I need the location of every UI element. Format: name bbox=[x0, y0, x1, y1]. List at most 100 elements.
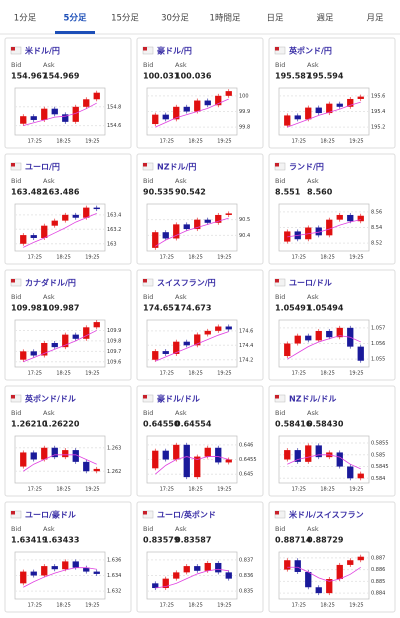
pair-title[interactable]: 米ドル/スイスフラン bbox=[288, 510, 364, 520]
tab[interactable]: 1分足 bbox=[14, 14, 37, 24]
pair-title[interactable]: スイスフラン/円 bbox=[157, 279, 216, 288]
x-tick-label: 18:25 bbox=[188, 139, 202, 145]
y-tick-label: 163 bbox=[107, 241, 117, 247]
x-tick-label: 19:25 bbox=[85, 603, 99, 609]
candle bbox=[152, 450, 159, 469]
moving-average bbox=[155, 568, 229, 589]
x-tick-label: 19:25 bbox=[85, 255, 99, 261]
pair-title[interactable]: 米ドル/円 bbox=[24, 46, 60, 56]
tab[interactable]: 月足 bbox=[366, 14, 384, 24]
x-tick-label: 17:25 bbox=[292, 139, 306, 145]
candle bbox=[294, 335, 301, 344]
tab[interactable]: 1時間足 bbox=[210, 14, 241, 24]
tab[interactable]: 30分足 bbox=[161, 14, 189, 24]
bid-value: 174.657 bbox=[143, 304, 179, 313]
moving-average bbox=[155, 217, 229, 247]
bid-value: 0.64550 bbox=[143, 420, 180, 429]
candle bbox=[51, 108, 58, 115]
pair-title[interactable]: 英ポンド/ドル bbox=[24, 394, 76, 404]
candle bbox=[215, 95, 222, 106]
x-tick-label: 19:25 bbox=[349, 487, 363, 493]
candle bbox=[215, 447, 222, 463]
chart-frame bbox=[278, 551, 370, 600]
candle bbox=[315, 227, 322, 236]
candle bbox=[20, 452, 27, 467]
pair-title[interactable]: ユーロ/円 bbox=[25, 163, 60, 172]
x-tick-label: 17:25 bbox=[292, 603, 306, 609]
ask-value: 0.88729 bbox=[307, 536, 344, 545]
bid-label: Bid bbox=[11, 525, 21, 533]
ask-label: Ask bbox=[307, 177, 319, 185]
candle bbox=[93, 322, 100, 328]
x-tick-label: 18:25 bbox=[56, 139, 70, 145]
x-tick-label: 18:25 bbox=[56, 487, 70, 493]
pair-title[interactable]: ユーロ/豪ドル bbox=[25, 510, 76, 520]
x-tick-label: 19:25 bbox=[349, 139, 363, 145]
bid-value: 1.26210 bbox=[11, 420, 48, 429]
moving-average bbox=[23, 102, 97, 126]
candle bbox=[336, 564, 343, 580]
bid-label: Bid bbox=[143, 177, 153, 185]
ask-label: Ask bbox=[307, 525, 319, 533]
flag-mark bbox=[275, 47, 279, 51]
x-tick-label: 17:25 bbox=[292, 487, 306, 493]
candle bbox=[41, 225, 48, 238]
candle bbox=[336, 103, 343, 107]
pair-title[interactable]: ランド/円 bbox=[289, 163, 324, 172]
x-tick-label: 19:25 bbox=[85, 139, 99, 145]
tab[interactable]: 5分足 bbox=[64, 13, 87, 24]
candle bbox=[41, 108, 48, 120]
moving-average bbox=[154, 456, 229, 475]
candle bbox=[162, 578, 169, 589]
candle bbox=[30, 235, 37, 238]
pair-title[interactable]: 豪ドル/円 bbox=[157, 46, 192, 56]
ask-value: 109.987 bbox=[43, 304, 79, 313]
ask-label: Ask bbox=[43, 61, 55, 69]
candle bbox=[357, 215, 364, 222]
y-tick-label: 0.885 bbox=[371, 579, 385, 585]
candle bbox=[72, 106, 79, 122]
candle bbox=[62, 214, 69, 221]
moving-average bbox=[23, 454, 97, 472]
candle bbox=[357, 96, 364, 99]
y-tick-label: 0.646 bbox=[239, 442, 253, 448]
x-tick-label: 18:25 bbox=[320, 139, 334, 145]
x-tick-label: 18:25 bbox=[188, 487, 202, 493]
moving-average bbox=[287, 219, 361, 238]
ask-value: 0.83587 bbox=[175, 536, 211, 545]
pair-title[interactable]: カナダドル/円 bbox=[25, 278, 76, 288]
bid-label: Bid bbox=[11, 177, 21, 185]
pair-title[interactable]: 英ポンド/円 bbox=[288, 46, 332, 56]
y-tick-label: 195.6 bbox=[371, 93, 385, 99]
bid-value: 163.482 bbox=[11, 188, 47, 197]
y-tick-label: 100 bbox=[239, 93, 249, 99]
x-tick-label: 17:25 bbox=[28, 603, 42, 609]
candle bbox=[315, 445, 322, 458]
candle bbox=[20, 351, 27, 360]
bid-value: 0.58416 bbox=[275, 420, 312, 429]
pair-title[interactable]: ユーロ/ドル bbox=[289, 279, 332, 288]
flag-mark bbox=[143, 47, 147, 51]
candle bbox=[83, 327, 90, 339]
pair-title[interactable]: ユーロ/英ポンド bbox=[157, 510, 216, 520]
pair-title[interactable]: NZドル/円 bbox=[157, 163, 196, 172]
x-tick-label: 17:25 bbox=[160, 255, 174, 261]
candle bbox=[194, 219, 201, 230]
candle bbox=[51, 566, 58, 570]
candle bbox=[347, 214, 354, 222]
pair-title[interactable]: 豪ドル/ドル bbox=[157, 394, 200, 404]
bid-value: 154.967 bbox=[11, 72, 47, 81]
candle bbox=[357, 556, 364, 561]
tab[interactable]: 日足 bbox=[266, 14, 284, 24]
y-tick-label: 154.6 bbox=[107, 123, 121, 129]
bid-label: Bid bbox=[275, 61, 285, 69]
candle bbox=[152, 351, 159, 360]
tab[interactable]: 15分足 bbox=[111, 14, 139, 24]
candle bbox=[152, 583, 159, 589]
tab[interactable]: 週足 bbox=[316, 14, 334, 24]
candle bbox=[225, 459, 232, 463]
candle bbox=[173, 224, 180, 239]
pair-title[interactable]: NZドル/ドル bbox=[289, 395, 336, 404]
candle bbox=[93, 207, 100, 210]
candle bbox=[204, 100, 211, 106]
